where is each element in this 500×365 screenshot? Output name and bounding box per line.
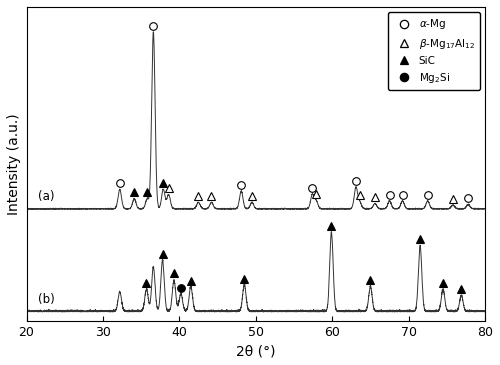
X-axis label: 2θ (°): 2θ (°) <box>236 344 276 358</box>
Legend: $\alpha$-Mg, $\beta$-Mg$_{17}$Al$_{12}$, SiC, Mg$_2$Si: $\alpha$-Mg, $\beta$-Mg$_{17}$Al$_{12}$,… <box>388 12 480 90</box>
Y-axis label: Intensity (a.u.): Intensity (a.u.) <box>7 113 21 215</box>
Text: (b): (b) <box>38 293 54 306</box>
Text: (a): (a) <box>38 190 54 203</box>
